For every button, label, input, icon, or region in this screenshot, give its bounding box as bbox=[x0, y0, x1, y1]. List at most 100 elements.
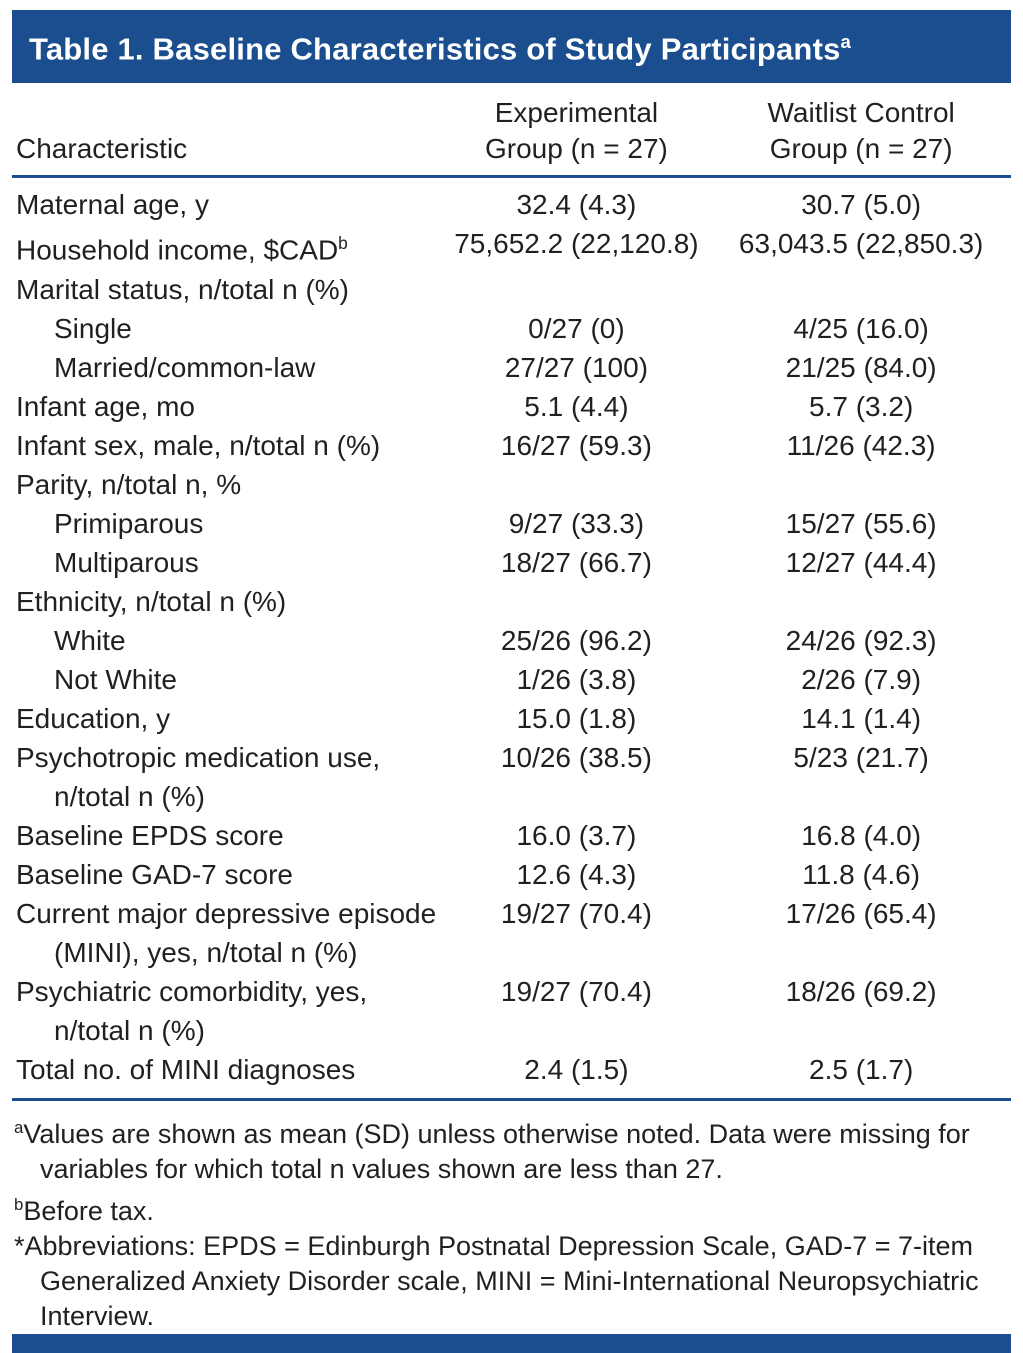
row-label: Primiparous bbox=[54, 507, 204, 539]
table-row: Marital status, n/total n (%) bbox=[12, 270, 1011, 309]
row-label: Not White bbox=[54, 663, 177, 695]
table-row: Current major depressive episode (MINI),… bbox=[12, 894, 1011, 972]
table-body: Maternal age, y 32.4 (4.3) 30.7 (5.0) House… bbox=[12, 177, 1011, 1096]
experimental-group-value: 16.0 (3.7) bbox=[516, 819, 637, 851]
experimental-group-value: 2.4 (1.5) bbox=[524, 1053, 629, 1085]
row-label: Psychotropic medication use, n/total n (… bbox=[16, 741, 381, 812]
waitlist-control-value bbox=[711, 582, 1011, 621]
waitlist-control-value: 11.8 (4.6) bbox=[802, 858, 921, 890]
waitlist-control-value: 5/23 (21.7) bbox=[793, 741, 929, 773]
row-label: Parity, n/total n, % bbox=[16, 468, 242, 500]
table-title-superscript: a bbox=[840, 31, 852, 52]
footnote: bBefore tax. bbox=[14, 1194, 154, 1226]
table-row: Education, y 15.0 (1.8) 14.1 (1.4) bbox=[12, 699, 1011, 738]
column-header-waitlist-control-group: Waitlist Control Group (n = 27) bbox=[711, 87, 1011, 179]
table-title-bar: Table 1. Baseline Characteristics of Stu… bbox=[12, 10, 1011, 84]
row-label: Infant sex, male, n/total n (%) bbox=[16, 429, 381, 461]
waitlist-control-value bbox=[711, 270, 1011, 309]
row-label: Maternal age, y bbox=[16, 189, 209, 221]
table-title: Table 1. Baseline Characteristics of Stu… bbox=[29, 22, 994, 69]
experimental-group-value: 0/27 (0) bbox=[528, 312, 625, 344]
row-label: Married/common-law bbox=[54, 351, 316, 383]
experimental-group-value: 19/27 (70.4) bbox=[500, 975, 652, 1007]
experimental-group-value: 32.4 (4.3) bbox=[516, 189, 637, 221]
table-row: Psychotropic medication use, n/total n (… bbox=[12, 738, 1011, 816]
experimental-group-value: 5.1 (4.4) bbox=[524, 390, 629, 422]
waitlist-control-value: 16.8 (4.0) bbox=[801, 819, 922, 851]
row-label: Ethnicity, n/total n (%) bbox=[16, 585, 287, 617]
footnote-marker: a bbox=[14, 1117, 24, 1137]
waitlist-control-value bbox=[711, 465, 1011, 504]
experimental-group-value bbox=[442, 465, 712, 504]
table-row: Ethnicity, n/total n (%) bbox=[12, 582, 1011, 621]
table-row: Infant age, mo 5.1 (4.4) 5.7 (3.2) bbox=[12, 387, 1011, 426]
table-row: Parity, n/total n, % bbox=[12, 465, 1011, 504]
waitlist-control-value: 24/26 (92.3) bbox=[785, 624, 937, 656]
waitlist-control-value: 2/26 (7.9) bbox=[801, 663, 922, 695]
experimental-group-value: 16/27 (59.3) bbox=[500, 429, 652, 461]
table-row: Married/common-law 27/27 (100) 21/25 (84.0… bbox=[12, 348, 1011, 387]
footnote: *Abbreviations: EPDS = Edinburgh Postnat… bbox=[14, 1230, 979, 1331]
footnote-marker: b bbox=[14, 1194, 24, 1214]
row-label: Education, y bbox=[16, 702, 171, 734]
row-label: Baseline GAD-7 score bbox=[16, 858, 294, 890]
waitlist-control-value: 11/26 (42.3) bbox=[786, 429, 936, 461]
row-label: White bbox=[54, 624, 126, 656]
experimental-group-value bbox=[442, 270, 712, 309]
experimental-group-value bbox=[442, 582, 712, 621]
table-header: Characteristic Experimental Group (n = 2… bbox=[12, 87, 1011, 179]
table-row: Baseline EPDS score 16.0 (3.7) 16.8 (4.0) bbox=[12, 816, 1011, 855]
waitlist-control-value: 21/25 (84.0) bbox=[785, 351, 937, 383]
footnotes-section: aValues are shown as mean (SD) unless ot… bbox=[12, 1101, 1011, 1334]
table-row: Maternal age, y 32.4 (4.3) 30.7 (5.0) bbox=[12, 177, 1011, 225]
table-row: White 25/26 (96.2) 24/26 (92.3) bbox=[12, 621, 1011, 660]
bottom-accent-bar bbox=[12, 1333, 1011, 1353]
row-label: Baseline EPDS score bbox=[16, 819, 284, 851]
row-label: Multiparous bbox=[54, 546, 199, 578]
table-row: Multiparous 18/27 (66.7) 12/27 (44.4) bbox=[12, 543, 1011, 582]
table-row: Psychiatric comorbidity, yes, n/total n … bbox=[12, 972, 1011, 1050]
column-header-characteristic: Characteristic bbox=[12, 87, 442, 179]
waitlist-control-value: 5.7 (3.2) bbox=[809, 390, 914, 422]
experimental-group-value: 27/27 (100) bbox=[504, 351, 649, 383]
row-label: Marital status, n/total n (%) bbox=[16, 273, 350, 305]
row-label: Psychiatric comorbidity, yes, n/total n … bbox=[16, 975, 368, 1046]
table-row: Baseline GAD-7 score 12.6 (4.3) 11.8 (4.6) bbox=[12, 855, 1011, 894]
experimental-group-value: 18/27 (66.7) bbox=[500, 546, 652, 578]
waitlist-control-value: 14.1 (1.4) bbox=[801, 702, 922, 734]
table-row: Infant sex, male, n/total n (%) 16/27 (59… bbox=[12, 426, 1011, 465]
table-title-text: Table 1. Baseline Characteristics of Stu… bbox=[29, 31, 841, 67]
waitlist-control-value: 2.5 (1.7) bbox=[809, 1053, 914, 1085]
experimental-group-value: 10/26 (38.5) bbox=[500, 741, 652, 773]
row-label: Infant age, mo bbox=[16, 390, 196, 422]
table-row: Not White 1/26 (3.8) 2/26 (7.9) bbox=[12, 660, 1011, 699]
row-label: Household income, $CADb bbox=[16, 233, 348, 266]
footnote-divider-line bbox=[12, 1097, 1011, 1101]
waitlist-control-value: 12/27 (44.4) bbox=[785, 546, 937, 578]
footnote: aValues are shown as mean (SD) unless ot… bbox=[14, 1117, 970, 1184]
row-label: Single bbox=[54, 312, 132, 344]
waitlist-control-value: 17/26 (65.4) bbox=[785, 897, 937, 929]
row-label: Current major depressive episode (MINI),… bbox=[16, 897, 437, 968]
waitlist-control-value: 18/26 (69.2) bbox=[785, 975, 937, 1007]
table-figure: Table 1. Baseline Characteristics of Stu… bbox=[12, 10, 1011, 1353]
waitlist-control-value: 4/25 (16.0) bbox=[793, 312, 929, 344]
row-label: Total no. of MINI diagnoses bbox=[16, 1053, 356, 1085]
experimental-group-value: 19/27 (70.4) bbox=[500, 897, 652, 929]
baseline-characteristics-table: Characteristic Experimental Group (n = 2… bbox=[12, 87, 1011, 1095]
experimental-group-value: 25/26 (96.2) bbox=[500, 624, 652, 656]
waitlist-control-value: 15/27 (55.6) bbox=[785, 507, 937, 539]
experimental-group-value: 1/26 (3.8) bbox=[516, 663, 637, 695]
column-header-experimental-group: Experimental Group (n = 27) bbox=[441, 87, 712, 179]
row-label-superscript: b bbox=[338, 233, 348, 254]
table-header-row: Characteristic Experimental Group (n = 2… bbox=[12, 87, 1011, 179]
waitlist-control-value: 30.7 (5.0) bbox=[801, 189, 922, 221]
experimental-group-value: 9/27 (33.3) bbox=[508, 507, 645, 539]
experimental-group-value: 75,652.2 (22,120.8) bbox=[454, 228, 699, 260]
table-row: Household income, $CADb 75,652.2 (22,120.… bbox=[12, 224, 1011, 269]
table-row: Primiparous 9/27 (33.3) 15/27 (55.6) bbox=[12, 504, 1011, 543]
table-row: Total no. of MINI diagnoses 2.4 (1.5) 2.5 … bbox=[12, 1050, 1011, 1096]
experimental-group-value: 12.6 (4.3) bbox=[516, 858, 637, 890]
waitlist-control-value: 63,043.5 (22,850.3) bbox=[738, 228, 984, 260]
table-row: Single 0/27 (0) 4/25 (16.0) bbox=[12, 309, 1011, 348]
